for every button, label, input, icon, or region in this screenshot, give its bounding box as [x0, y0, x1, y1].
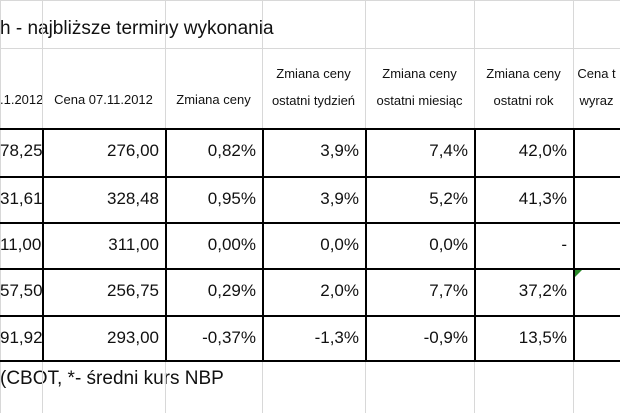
border-line	[165, 128, 167, 360]
data-cell: -1,3%	[314, 328, 359, 347]
border-line	[573, 128, 575, 360]
data-cell: 256,75	[107, 281, 159, 300]
cell-comment-marker	[575, 270, 582, 277]
grid-line	[0, 48, 620, 49]
data-cell: 13,5%	[518, 328, 567, 347]
data-cell: 7,4%	[429, 141, 468, 160]
grid-line	[0, 0, 1, 413]
data-cell: -	[561, 235, 567, 254]
data-cell: 91,92	[0, 328, 42, 347]
data-cell: 0,29%	[207, 281, 256, 300]
data-cell: 0,82%	[207, 141, 256, 160]
border-line	[0, 315, 620, 317]
border-line	[262, 128, 264, 360]
data-cell: 78,25	[0, 141, 42, 160]
border-line	[0, 360, 620, 362]
header-line: Zmiana ceny	[276, 66, 351, 81]
data-cell: 5,2%	[429, 189, 468, 208]
data-cell: 42,0%	[518, 141, 567, 160]
data-cell: 0,95%	[207, 189, 256, 208]
header-line: Zmiana ceny	[486, 66, 561, 81]
header-line: wyraz	[579, 93, 614, 108]
border-line	[0, 222, 620, 224]
border-line	[0, 268, 620, 270]
data-cell: -0,9%	[423, 328, 468, 347]
data-cell: 37,2%	[518, 281, 567, 300]
data-cell: 11,00	[0, 235, 42, 254]
header-cell: .1.2012	[0, 48, 42, 128]
header-cell: Zmiana ceny ostatni tydzień	[262, 48, 365, 128]
data-cell: 2,0%	[320, 281, 359, 300]
sheet-title: h - najbliższe terminy wykonania	[0, 18, 274, 39]
header-line: Cena t	[577, 66, 616, 81]
data-cell: 3,9%	[320, 141, 359, 160]
border-line	[0, 176, 620, 178]
grid-line	[0, 0, 620, 1]
data-cell: -0,37%	[202, 328, 256, 347]
data-cell: 0,00%	[207, 235, 256, 254]
header-line: ostatni miesiąc	[376, 93, 463, 108]
data-cell: 0,0%	[429, 235, 468, 254]
header-cell: Cena t wyraz	[573, 48, 620, 128]
header-cell: Zmiana ceny	[165, 48, 262, 128]
header-line: ostatni rok	[493, 93, 554, 108]
data-cell: 311,00	[108, 235, 159, 254]
header-line: .1.2012	[0, 92, 42, 107]
data-cell: 3,9%	[320, 189, 359, 208]
border-line	[0, 128, 620, 130]
data-cell: 41,3%	[518, 189, 567, 208]
header-line: Cena 07.11.2012	[54, 92, 153, 107]
header-line: Zmiana ceny	[176, 92, 251, 107]
data-cell: 293,00	[107, 328, 159, 347]
data-cell: 7,7%	[429, 281, 468, 300]
header-cell: Cena 07.11.2012	[42, 48, 165, 128]
border-line	[474, 128, 476, 360]
border-line	[42, 128, 44, 360]
header-cell: Zmiana ceny ostatni rok	[474, 48, 573, 128]
data-cell: 31,61	[0, 189, 42, 208]
border-line	[365, 128, 367, 360]
header-line: ostatni tydzień	[271, 93, 356, 108]
data-cell: 57,50	[0, 281, 42, 300]
data-cell: 328,48	[107, 189, 159, 208]
header-cell: Zmiana ceny ostatni miesiąc	[365, 48, 474, 128]
header-line: Zmiana ceny	[382, 66, 457, 81]
data-cell: 0,0%	[320, 235, 359, 254]
footer-note: (CBOT, *- średni kurs NBP	[0, 368, 224, 389]
data-cell: 276,00	[107, 141, 159, 160]
